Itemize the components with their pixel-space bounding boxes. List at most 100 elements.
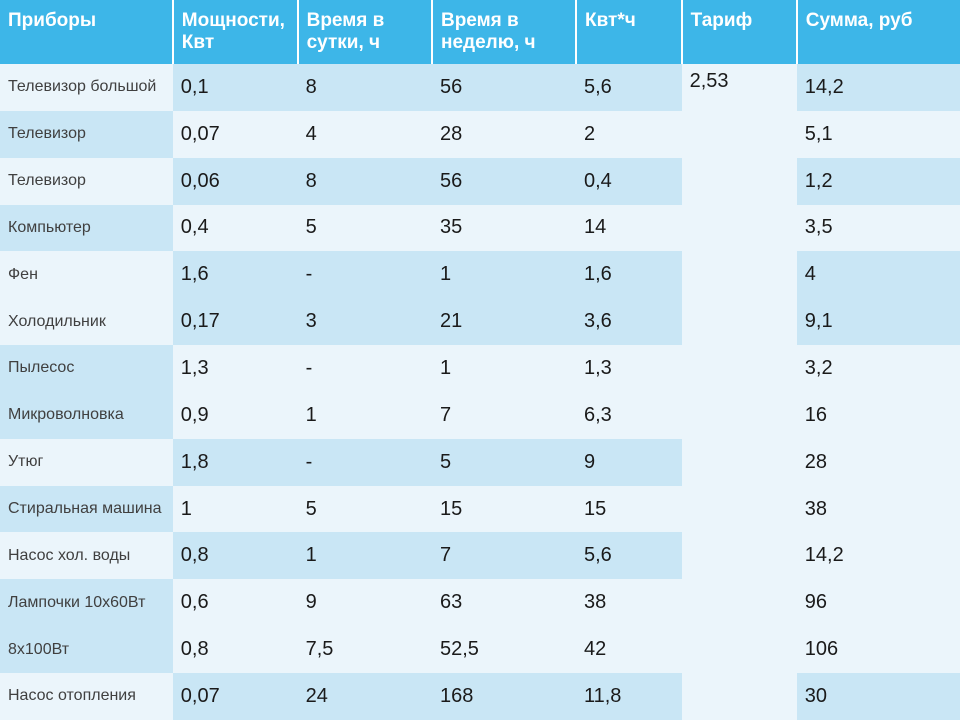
cell-day: 1 [298, 392, 432, 439]
cell-kwh: 11,8 [576, 673, 682, 720]
cell-device-label: 8х100Вт [0, 626, 173, 673]
cell-device-label: Компьютер [0, 205, 173, 252]
cell-power: 0,6 [173, 579, 298, 626]
cell-week: 15 [432, 486, 576, 533]
cell-kwh: 6,3 [576, 392, 682, 439]
cell-kwh: 5,6 [576, 532, 682, 579]
cell-device-label: Лампочки 10х60Вт [0, 579, 173, 626]
header-day: Время в сутки, ч [298, 0, 432, 64]
cell-day: 24 [298, 673, 432, 720]
cell-power: 0,07 [173, 111, 298, 158]
cell-kwh: 1,6 [576, 251, 682, 298]
cell-device-label: Телевизор [0, 158, 173, 205]
header-devices: Приборы [0, 0, 173, 64]
cell-kwh: 38 [576, 579, 682, 626]
table-row: Насос хол. воды0,8175,6 14,2 [0, 532, 960, 579]
cell-week: 63 [432, 579, 576, 626]
table-row: Утюг1,8-5928 [0, 439, 960, 486]
cell-power: 1 [173, 486, 298, 533]
cell-kwh: 5,6 [576, 64, 682, 111]
cell-device-label: Микроволновка [0, 392, 173, 439]
cell-day: - [298, 345, 432, 392]
cell-sum: 3,2 [797, 345, 960, 392]
cell-power: 0,4 [173, 205, 298, 252]
cell-day: 5 [298, 486, 432, 533]
cell-day: 3 [298, 298, 432, 345]
cell-sum: 38 [797, 486, 960, 533]
table-row: Компьютер0,453514 3,5 [0, 205, 960, 252]
cell-week: 1 [432, 345, 576, 392]
cell-day: 4 [298, 111, 432, 158]
cell-day: - [298, 439, 432, 486]
table-row: Телевизор0,068560,41,2 [0, 158, 960, 205]
cell-power: 1,6 [173, 251, 298, 298]
cell-power: 0,06 [173, 158, 298, 205]
cell-device-label: Холодильник [0, 298, 173, 345]
cell-week: 5 [432, 439, 576, 486]
cell-sum: 30 [797, 673, 960, 720]
cell-week: 28 [432, 111, 576, 158]
cell-device-label: Утюг [0, 439, 173, 486]
cell-device-label: Насос отопления [0, 673, 173, 720]
header-week: Время в неделю, ч [432, 0, 576, 64]
table-row: 8х100Вт0,87,552,542106 [0, 626, 960, 673]
header-kwh: Квт*ч [576, 0, 682, 64]
header-tariff: Тариф [682, 0, 797, 64]
table-row: Микроволновка0,9176,3 16 [0, 392, 960, 439]
cell-week: 1 [432, 251, 576, 298]
cell-day: 9 [298, 579, 432, 626]
cell-day: 1 [298, 532, 432, 579]
table-row: Насос отопления0,072416811,830 [0, 673, 960, 720]
cell-kwh: 42 [576, 626, 682, 673]
cell-device-label: Насос хол. воды [0, 532, 173, 579]
cell-sum: 14,2 [797, 532, 960, 579]
cell-kwh: 14 [576, 205, 682, 252]
table-row: Пылесос1,3-11,33,2 [0, 345, 960, 392]
cell-kwh: 15 [576, 486, 682, 533]
table-row: Холодильник0,173213,6 9,1 [0, 298, 960, 345]
cell-kwh: 0,4 [576, 158, 682, 205]
cell-device-label: Пылесос [0, 345, 173, 392]
cell-week: 35 [432, 205, 576, 252]
cell-kwh: 2 [576, 111, 682, 158]
cell-sum: 1,2 [797, 158, 960, 205]
cell-kwh: 3,6 [576, 298, 682, 345]
cell-week: 7 [432, 532, 576, 579]
cell-week: 56 [432, 64, 576, 111]
cell-sum: 5,1 [797, 111, 960, 158]
cell-power: 1,8 [173, 439, 298, 486]
cell-sum: 96 [797, 579, 960, 626]
table-row: Стиральная машина15151538 [0, 486, 960, 533]
power-consumption-table: Приборы Мощности, Квт Время в сутки, ч В… [0, 0, 960, 720]
cell-device-label: Фен [0, 251, 173, 298]
cell-power: 0,17 [173, 298, 298, 345]
cell-week: 7 [432, 392, 576, 439]
cell-sum: 16 [797, 392, 960, 439]
cell-week: 168 [432, 673, 576, 720]
cell-device-label: Телевизор большой [0, 64, 173, 111]
cell-device-label: Стиральная машина [0, 486, 173, 533]
cell-day: 7,5 [298, 626, 432, 673]
cell-day: 8 [298, 64, 432, 111]
cell-sum: 4 [797, 251, 960, 298]
cell-kwh: 9 [576, 439, 682, 486]
cell-power: 0,8 [173, 532, 298, 579]
cell-day: 5 [298, 205, 432, 252]
cell-sum: 14,2 [797, 64, 960, 111]
cell-power: 0,9 [173, 392, 298, 439]
cell-power: 1,3 [173, 345, 298, 392]
cell-sum: 9,1 [797, 298, 960, 345]
header-sum: Сумма, руб [797, 0, 960, 64]
cell-power: 0,1 [173, 64, 298, 111]
header-power: Мощности, Квт [173, 0, 298, 64]
cell-sum: 3,5 [797, 205, 960, 252]
table-row: Телевизор0,0742825,1 [0, 111, 960, 158]
cell-power: 0,8 [173, 626, 298, 673]
cell-week: 21 [432, 298, 576, 345]
cell-day: - [298, 251, 432, 298]
table-row: Телевизор большой0,18565,62,5314,2 [0, 64, 960, 111]
table-header-row: Приборы Мощности, Квт Время в сутки, ч В… [0, 0, 960, 64]
table-body: Телевизор большой0,18565,62,5314,2Телеви… [0, 64, 960, 720]
table-row: Фен1,6-11,64 [0, 251, 960, 298]
cell-kwh: 1,3 [576, 345, 682, 392]
